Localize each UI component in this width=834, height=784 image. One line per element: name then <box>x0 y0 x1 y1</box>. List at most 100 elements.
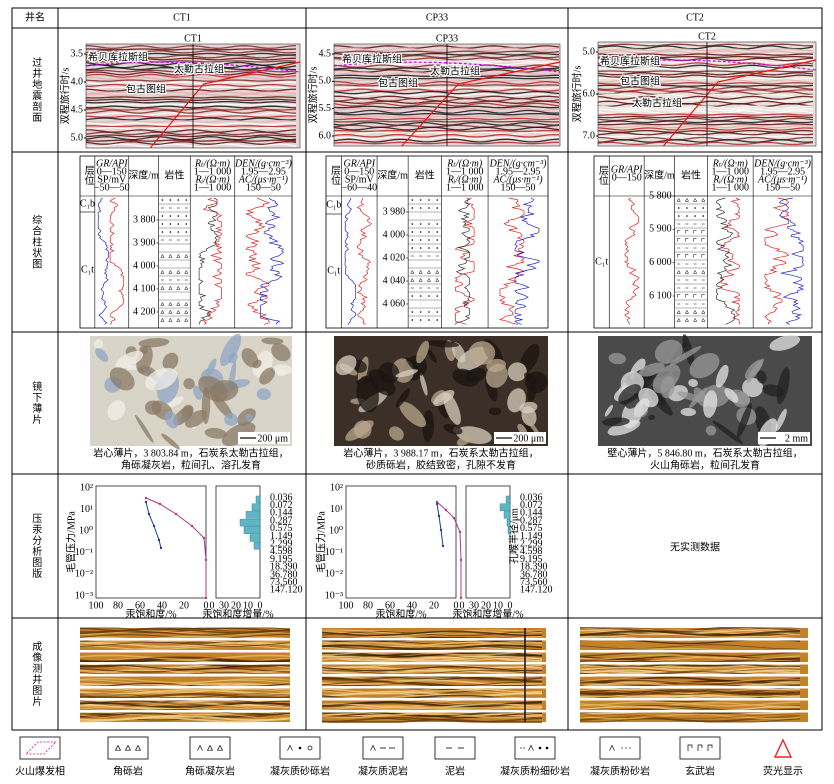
radius-label: 0.036 <box>520 492 543 503</box>
lith-symbol <box>685 294 689 298</box>
column-header: 150—50 <box>246 182 281 193</box>
grain <box>145 367 178 391</box>
caption: 岩心薄片，3 988.17 m，石炭系太勒古拉组， <box>343 446 538 459</box>
lith-symbol <box>169 231 172 233</box>
lith-symbol <box>176 301 181 306</box>
scale-label: 2 mm <box>785 433 808 444</box>
grain <box>335 355 357 376</box>
image-streak <box>579 689 801 695</box>
log-curve <box>514 197 540 325</box>
seismic-reflector <box>85 96 297 99</box>
image-streak <box>321 634 543 640</box>
lith-symbol <box>436 295 439 297</box>
seismic-reflector <box>85 143 297 148</box>
micp-point <box>152 524 156 528</box>
histogram-bar <box>239 518 261 527</box>
lith-symbol <box>428 231 430 233</box>
column-header: 岩性 <box>681 168 701 181</box>
x-tick-label: 0 <box>508 600 513 611</box>
seismic-reflector <box>597 82 814 85</box>
lith-symbol <box>184 317 189 322</box>
image-gap <box>322 638 546 641</box>
grain <box>602 417 630 427</box>
grain <box>422 410 435 442</box>
lith-symbol <box>676 294 681 298</box>
lith-symbol <box>436 247 439 249</box>
radius-label: 18.390 <box>270 562 298 573</box>
lith-symbol <box>701 309 706 314</box>
image-streak <box>579 714 801 719</box>
image-streak <box>79 630 291 636</box>
formation-label: 希贝库拉斯组 <box>342 52 402 65</box>
lith-symbol <box>428 199 430 201</box>
legend-label: 凝灰质泥岩 <box>358 764 408 777</box>
y-tick-label: 10⁻¹ <box>75 547 93 558</box>
legend-symbol <box>370 744 376 751</box>
legend-symbol <box>523 747 525 749</box>
lith-symbol <box>168 309 173 314</box>
legend-symbol <box>307 745 313 751</box>
image-streak <box>579 713 801 720</box>
column-header: 层位 <box>82 165 94 185</box>
formation-label: 太勒古拉组 <box>430 64 480 77</box>
grain <box>259 367 276 385</box>
legend-box <box>19 736 61 760</box>
lith-symbol <box>411 199 414 201</box>
depth-label: 4 000 <box>383 229 406 240</box>
lith-symbol <box>160 309 165 314</box>
legend-label: 角砾岩 <box>113 764 143 777</box>
seismic-reflector <box>333 88 560 92</box>
lith-symbol <box>419 239 422 241</box>
scale-label: 200 μm <box>257 433 288 444</box>
column-header: 0—150 <box>612 172 642 183</box>
column-header: Rᵢ/(Ω·m) <box>194 174 230 185</box>
legend-label: 凝灰质粉细砂岩 <box>500 764 570 777</box>
log-curve <box>97 197 109 325</box>
seismic-reflector <box>85 122 297 126</box>
seismic-reflector <box>333 84 560 87</box>
legend-symbol <box>287 744 293 751</box>
column-frame <box>79 155 293 329</box>
grain <box>345 420 374 441</box>
grain <box>437 401 450 419</box>
no-data: 无实测数据 <box>670 540 720 553</box>
seismic-well-label: CT2 <box>698 31 716 42</box>
formation-label: 包古图组 <box>378 76 418 89</box>
caption: 壁心薄片，5 846.80 m，石炭系太勒古拉组， <box>607 446 802 459</box>
radius-label: 0.144 <box>520 508 543 519</box>
column-header: 1—1 000 <box>712 182 750 193</box>
formation-label: 希贝库拉斯组 <box>88 50 148 63</box>
seismic-reflector <box>597 117 814 122</box>
caption: 火山角砾岩，粒间孔发育 <box>650 458 760 471</box>
lith-symbol <box>686 215 688 217</box>
seismic-reflector <box>597 70 814 73</box>
micp-point <box>439 528 443 532</box>
image-streak <box>79 656 291 662</box>
image-streak <box>79 669 291 675</box>
image-gap <box>580 686 808 689</box>
histogram-bar <box>505 495 511 504</box>
seismic-reflector <box>85 76 297 81</box>
seismic-reflector <box>85 88 297 92</box>
image-gap <box>80 650 290 653</box>
image-streak <box>321 631 543 636</box>
lith-symbol <box>436 207 439 209</box>
seismic-reflector <box>85 117 297 121</box>
seismic-reflector <box>597 77 814 80</box>
legend-symbol <box>528 744 534 751</box>
lith-symbol <box>693 269 698 274</box>
column-header: 1.95—2.95 <box>760 166 805 177</box>
lith-symbol <box>185 199 188 201</box>
seismic-tick: 4.5 <box>71 104 84 115</box>
micp-point <box>444 508 448 512</box>
grain <box>488 407 502 416</box>
formation-label: 太勒古拉组 <box>632 96 682 109</box>
seismic-frame <box>333 43 561 147</box>
plot-frame <box>95 485 207 599</box>
column-header: DEN/(g·cm⁻³) <box>234 158 293 169</box>
seismic-tick: 3.5 <box>71 48 84 59</box>
image-streak <box>79 702 291 707</box>
seismic-reflector <box>597 62 814 67</box>
lith-symbol <box>168 285 173 290</box>
